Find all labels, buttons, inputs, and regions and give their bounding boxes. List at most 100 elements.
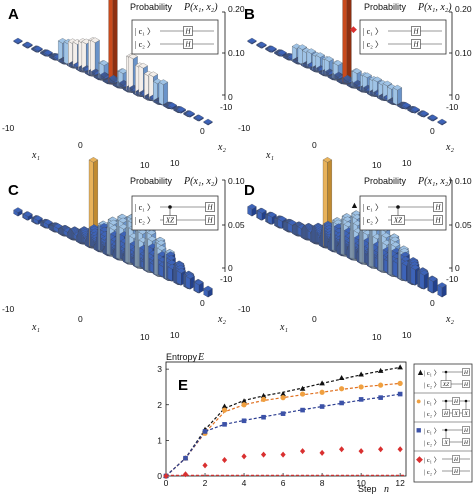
panel-a-circuit: | c₁ 〉 H | c₂ 〉 H bbox=[131, 19, 219, 55]
data-point-diamond bbox=[280, 451, 286, 458]
data-point-diamond bbox=[163, 473, 169, 479]
histogram-bar-top bbox=[437, 282, 447, 288]
data-point-square bbox=[378, 395, 383, 400]
y-tick-label: 1 bbox=[157, 435, 162, 445]
gate-box bbox=[163, 215, 177, 225]
panel-d-x2tick-mid: 0 bbox=[430, 298, 435, 308]
data-point-triangle bbox=[338, 375, 345, 381]
panel-c-x1tick-lo: -10 bbox=[2, 304, 15, 314]
data-point-circle bbox=[260, 396, 267, 403]
gate-label: H bbox=[463, 382, 469, 388]
data-point-triangle bbox=[280, 391, 286, 397]
panel-e-ylabel-prefix: Entropy bbox=[166, 352, 198, 362]
gate-label: X bbox=[453, 411, 458, 417]
data-point-circle bbox=[358, 384, 364, 390]
data-point-diamond bbox=[221, 456, 228, 463]
panel-c: C Probability P(x₁, x₂) 0.10 0.05 0 -10 … bbox=[2, 157, 245, 342]
histogram-bar-top bbox=[410, 264, 420, 270]
panel-d-x1-label: x₁ bbox=[279, 322, 288, 333]
panel-c-label: C bbox=[8, 182, 19, 199]
gate-label: X bbox=[463, 411, 468, 417]
gate-box bbox=[452, 397, 460, 405]
panel-b-x1-label: x₁ bbox=[265, 150, 274, 161]
histogram-bar-top bbox=[381, 232, 391, 239]
histogram-bar-side bbox=[346, 0, 352, 85]
data-point-square bbox=[261, 414, 266, 420]
gate-label: XZ bbox=[442, 382, 450, 388]
gate-box bbox=[205, 202, 215, 212]
legend-ket-label: | c₂ 〉 bbox=[424, 468, 440, 476]
panel-c-x2tick-hi: 10 bbox=[170, 330, 180, 340]
data-point-circle bbox=[397, 380, 403, 386]
panel-d-label: D bbox=[244, 182, 255, 199]
panel-b-zlabel-prefix: Probability bbox=[364, 2, 407, 12]
histogram-bar-side bbox=[163, 81, 168, 106]
data-point-diamond bbox=[202, 462, 208, 469]
histogram-bar-top bbox=[428, 276, 438, 282]
histogram-bar-top bbox=[267, 45, 277, 52]
gate-box bbox=[452, 455, 460, 463]
histogram-bar-top bbox=[399, 247, 410, 254]
gate-label: H bbox=[453, 469, 459, 475]
legend-marker-icon: ● bbox=[416, 396, 421, 406]
panel-a-x1-label: x₁ bbox=[31, 150, 40, 161]
panel-a-x1tick-hi: 10 bbox=[140, 160, 150, 170]
circuit-ket-label: | c₁ 〉 bbox=[363, 203, 383, 212]
data-point-triangle bbox=[299, 385, 306, 391]
legend-marker-icon: ▲ bbox=[416, 367, 425, 377]
circuit-ket-label: | c₂ 〉 bbox=[135, 216, 155, 225]
data-point-triangle bbox=[221, 403, 228, 409]
panel-b-x1tick-mid: 0 bbox=[312, 140, 317, 150]
data-point-square bbox=[202, 429, 208, 434]
gate-label: H bbox=[434, 204, 441, 212]
gate-label: XZ bbox=[165, 217, 174, 225]
gate-box bbox=[440, 380, 452, 388]
histogram-bar-top bbox=[13, 207, 23, 213]
panel-c-x1-label: x₁ bbox=[31, 322, 40, 333]
panel-a-ztick-label-zero: 0 bbox=[228, 92, 233, 102]
panel-b-ztick-label-zero: 0 bbox=[455, 92, 460, 102]
panel-e-points bbox=[163, 364, 403, 479]
histogram-bar bbox=[342, 0, 348, 85]
circuit-ket-label: | c₁ 〉 bbox=[135, 203, 155, 212]
histogram-bar-top bbox=[362, 72, 372, 78]
histogram-bar bbox=[63, 41, 69, 65]
legend-ket-label: | c₂ 〉 bbox=[424, 439, 440, 447]
data-point-square bbox=[319, 404, 325, 409]
histogram-bar-top bbox=[176, 106, 186, 112]
panel-c-zlabel-var: P(x₁, x₂) bbox=[183, 176, 218, 187]
data-point-square bbox=[280, 411, 286, 416]
gate-label: H bbox=[463, 370, 469, 376]
data-point-square bbox=[397, 391, 403, 397]
histogram-bar-top bbox=[23, 211, 33, 217]
gate-box bbox=[205, 215, 215, 225]
gate-box bbox=[391, 215, 405, 225]
histogram-bar-top bbox=[33, 45, 43, 52]
histogram-bar-top bbox=[297, 44, 308, 50]
gate-label: H bbox=[434, 217, 441, 225]
panel-c-x2-label: x₂ bbox=[217, 314, 226, 325]
panel-d-x2-label: x₂ bbox=[445, 314, 454, 325]
histogram-bar-top bbox=[247, 37, 257, 44]
panel-a-bars bbox=[13, 0, 213, 126]
circuit-marker-icon: ◆ bbox=[350, 24, 357, 34]
data-point-circle bbox=[319, 389, 325, 395]
panel-b: B Probability P(x₁, x₂) 0.20 0.10 0 -10 … bbox=[238, 0, 472, 170]
x-tick-label: 4 bbox=[242, 478, 247, 488]
histogram-bar-top bbox=[165, 251, 176, 257]
panel-d-ztick-label-mid: 0.05 bbox=[455, 220, 472, 230]
histogram-bar-top bbox=[185, 110, 195, 117]
gate-label: H bbox=[206, 217, 213, 225]
gate-label: H bbox=[453, 399, 459, 405]
panel-a-x2tick-lo: -10 bbox=[220, 102, 233, 112]
histogram-bar-top bbox=[43, 49, 53, 56]
histogram-bar-top bbox=[33, 215, 43, 221]
panel-d-bars bbox=[247, 157, 447, 298]
gate-label: H bbox=[412, 28, 419, 36]
panel-a-ztick-label-mid: 0.10 bbox=[228, 48, 245, 58]
data-point-diamond bbox=[299, 448, 306, 455]
gate-box bbox=[462, 426, 470, 434]
histogram-bar-top bbox=[167, 102, 177, 108]
panel-c-ztick-label-high: 0.10 bbox=[228, 176, 245, 186]
